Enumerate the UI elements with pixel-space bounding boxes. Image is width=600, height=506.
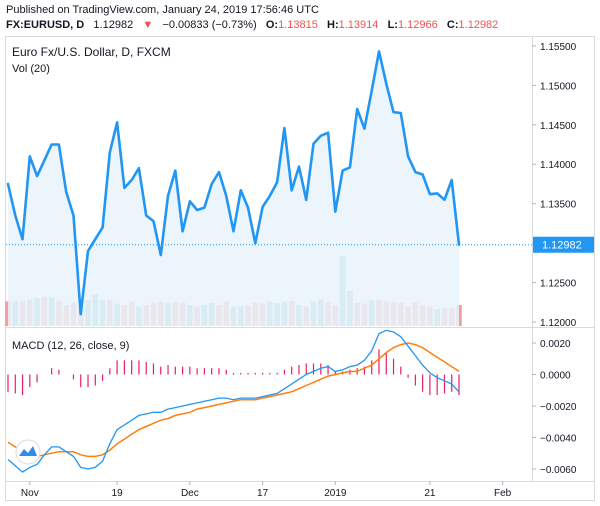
time-axis-labels: Nov 19 Dec 17 2019 21 Feb (21, 481, 512, 499)
volume-bar (5, 301, 11, 326)
time-tick-label: 2019 (324, 488, 347, 499)
open-value: 1.13815 (278, 19, 318, 31)
macd-tick-label: 0.0000 (540, 371, 571, 382)
last-price: 1.12982 (93, 19, 134, 31)
price-tick-label: 1.13500 (540, 200, 577, 211)
chart-title: Euro Fx/U.S. Dollar, D, FXCM (12, 45, 171, 59)
time-tick-label: Dec (181, 488, 199, 499)
macd-tick-label: −0.0040 (540, 433, 577, 444)
macd-tick-label: 0.0020 (540, 339, 571, 350)
price-line (6, 50, 461, 316)
close-value: 1.12982 (458, 19, 499, 31)
price-area-fill (8, 51, 459, 327)
time-tick-label: 21 (424, 488, 436, 499)
last-price-badge (533, 236, 594, 253)
published-note: Published on TradingView.com, January 24… (6, 4, 319, 16)
last-price-badge-text: 1.12982 (542, 240, 582, 252)
high-value: 1.13914 (338, 19, 379, 31)
price-tick-label: 1.12000 (540, 318, 577, 329)
time-tick-label: Nov (21, 488, 39, 499)
symbol-label: FX:EURUSD, D (6, 19, 85, 31)
macd-line (7, 329, 460, 473)
price-tick-label: 1.15500 (540, 42, 577, 53)
macd-histogram (7, 349, 460, 395)
tradingview-logo-icon[interactable] (15, 439, 41, 465)
high-label: H: (327, 19, 339, 31)
price-tick-label: 1.14500 (540, 121, 577, 132)
signal-line (7, 342, 460, 458)
low-label: L: (387, 19, 398, 31)
price-axis-ticks: 1.155001.150001.145001.140001.135001.130… (532, 42, 577, 329)
price-tick-label: 1.15000 (540, 81, 577, 92)
time-tick-label: Feb (494, 488, 512, 499)
change-value: −0.00833 (−0.73%) (162, 19, 257, 31)
low-value: 1.12966 (397, 19, 438, 31)
macd-tick-label: −0.0060 (540, 465, 577, 476)
down-arrow-icon: ▼ (142, 19, 154, 31)
time-tick-label: 19 (112, 488, 124, 499)
close-label: C: (446, 19, 459, 31)
price-tick-label: 1.12500 (540, 279, 577, 290)
macd-axis-ticks: 0.0020 0.0000 −0.0020 −0.0040 −0.0060 (532, 339, 577, 476)
volume-legend: Vol (20) (12, 63, 50, 75)
quote-line: FX:EURUSD, D 1.12982 ▼ −0.00833 (−0.73%)… (6, 19, 498, 31)
time-tick-label: 17 (257, 488, 269, 499)
open-label: O: (265, 19, 279, 31)
macd-tick-label: −0.0020 (540, 402, 577, 413)
price-tick-label: 1.14000 (540, 160, 577, 171)
macd-legend: MACD (12, 26, close, 9) (12, 340, 129, 352)
chart-frame (5, 36, 595, 501)
